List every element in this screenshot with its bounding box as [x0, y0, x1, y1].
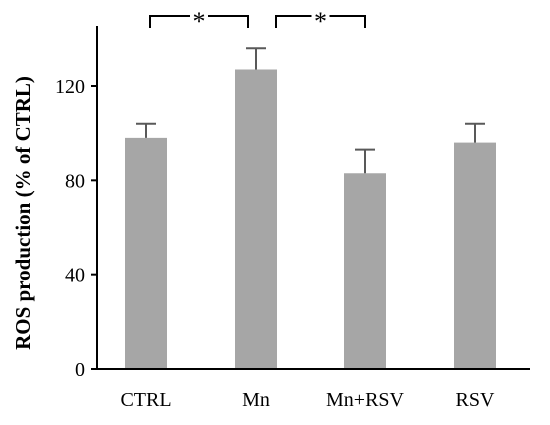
bar-mn	[235, 69, 277, 369]
bar-rsv	[454, 142, 496, 369]
x-categories-layer: CTRL Mn Mn+RSV RSV	[120, 389, 495, 411]
y-tick-label-0: 0	[75, 359, 85, 381]
x-category-label: Mn	[242, 389, 270, 411]
y-tick-label-80: 80	[65, 170, 85, 192]
bar-mn-rsv	[344, 173, 386, 369]
error-bars-layer	[136, 47, 485, 174]
y-tick-label-40: 40	[65, 265, 85, 287]
significance-star: *	[314, 7, 327, 36]
bar-ctrl	[125, 137, 167, 369]
x-category-label: Mn+RSV	[326, 389, 405, 411]
bracket-gap	[190, 6, 208, 26]
significance-bracket: *	[275, 6, 366, 36]
significance-layer: * *	[149, 6, 366, 36]
x-category-label: RSV	[456, 389, 495, 411]
y-tick-label-120: 120	[55, 76, 85, 98]
y-ticks-layer: 0 40 80 120	[55, 76, 97, 381]
y-axis-label: ROS production (% of CTRL)	[11, 76, 35, 350]
bars-layer	[125, 69, 496, 369]
axes-layer	[96, 26, 530, 370]
bracket-gap	[311, 6, 330, 26]
significance-bracket: *	[149, 6, 249, 36]
x-category-label: CTRL	[120, 389, 171, 411]
significance-star: *	[193, 7, 206, 36]
